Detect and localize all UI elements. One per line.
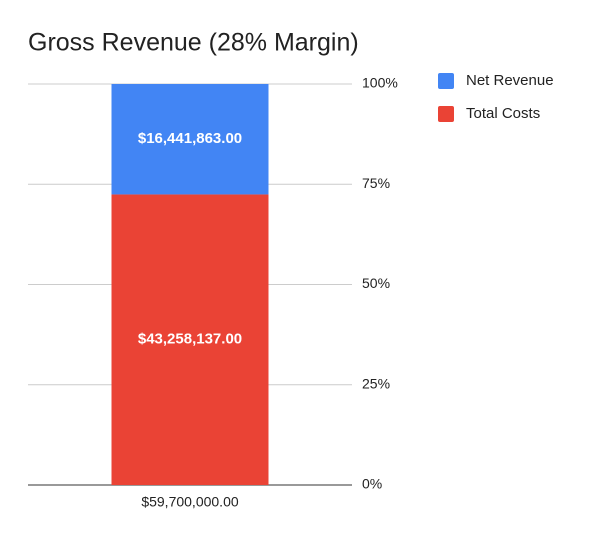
y-tick-label: 75% bbox=[362, 175, 390, 191]
legend-swatch bbox=[438, 106, 454, 122]
data-label: $16,441,863.00 bbox=[138, 130, 242, 147]
bar-segment bbox=[111, 84, 269, 195]
data-label: $43,258,137.00 bbox=[138, 331, 242, 348]
y-tick-label: 0% bbox=[362, 476, 382, 492]
x-tick-label: $59,700,000.00 bbox=[141, 494, 239, 510]
chart-title: Gross Revenue (28% Margin) bbox=[28, 29, 359, 57]
y-tick-label: 50% bbox=[362, 275, 390, 291]
bar-segment bbox=[111, 194, 269, 485]
legend-label: Total Costs bbox=[466, 105, 540, 122]
y-tick-label: 100% bbox=[362, 75, 398, 91]
legend-swatch bbox=[438, 73, 454, 89]
y-tick-label: 25% bbox=[362, 375, 390, 391]
legend-label: Net Revenue bbox=[466, 72, 554, 89]
